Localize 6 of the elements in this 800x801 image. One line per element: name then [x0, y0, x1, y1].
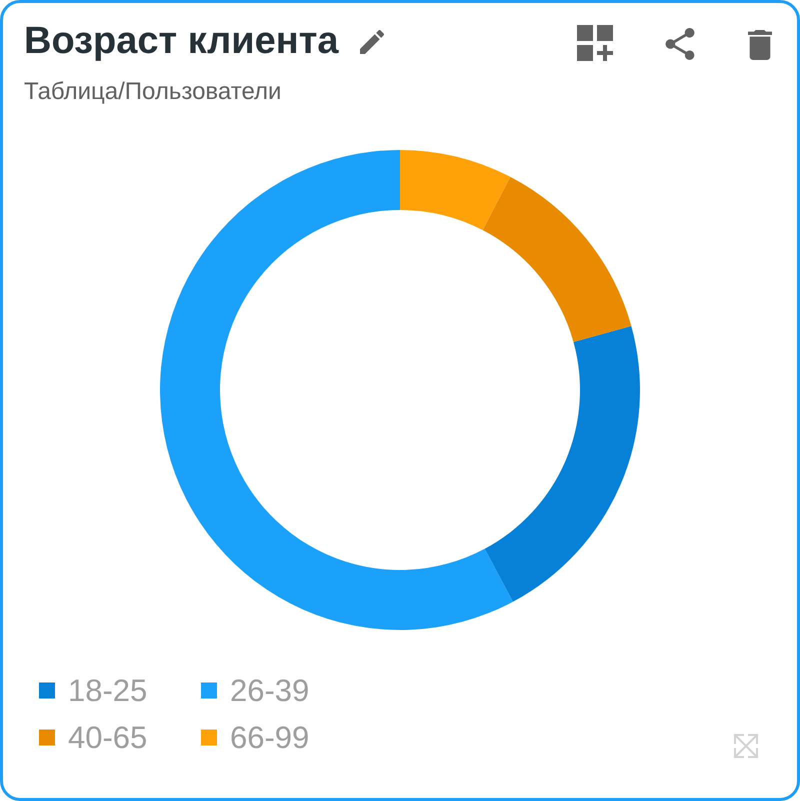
legend-label: 26-39	[230, 673, 310, 708]
legend-label: 18-25	[68, 673, 148, 708]
chart-title: Возраст клиента	[24, 20, 339, 63]
legend-label: 66-99	[230, 720, 310, 755]
legend-label: 40-65	[68, 720, 148, 755]
chart-subtitle: Таблица/Пользователи	[24, 78, 282, 106]
